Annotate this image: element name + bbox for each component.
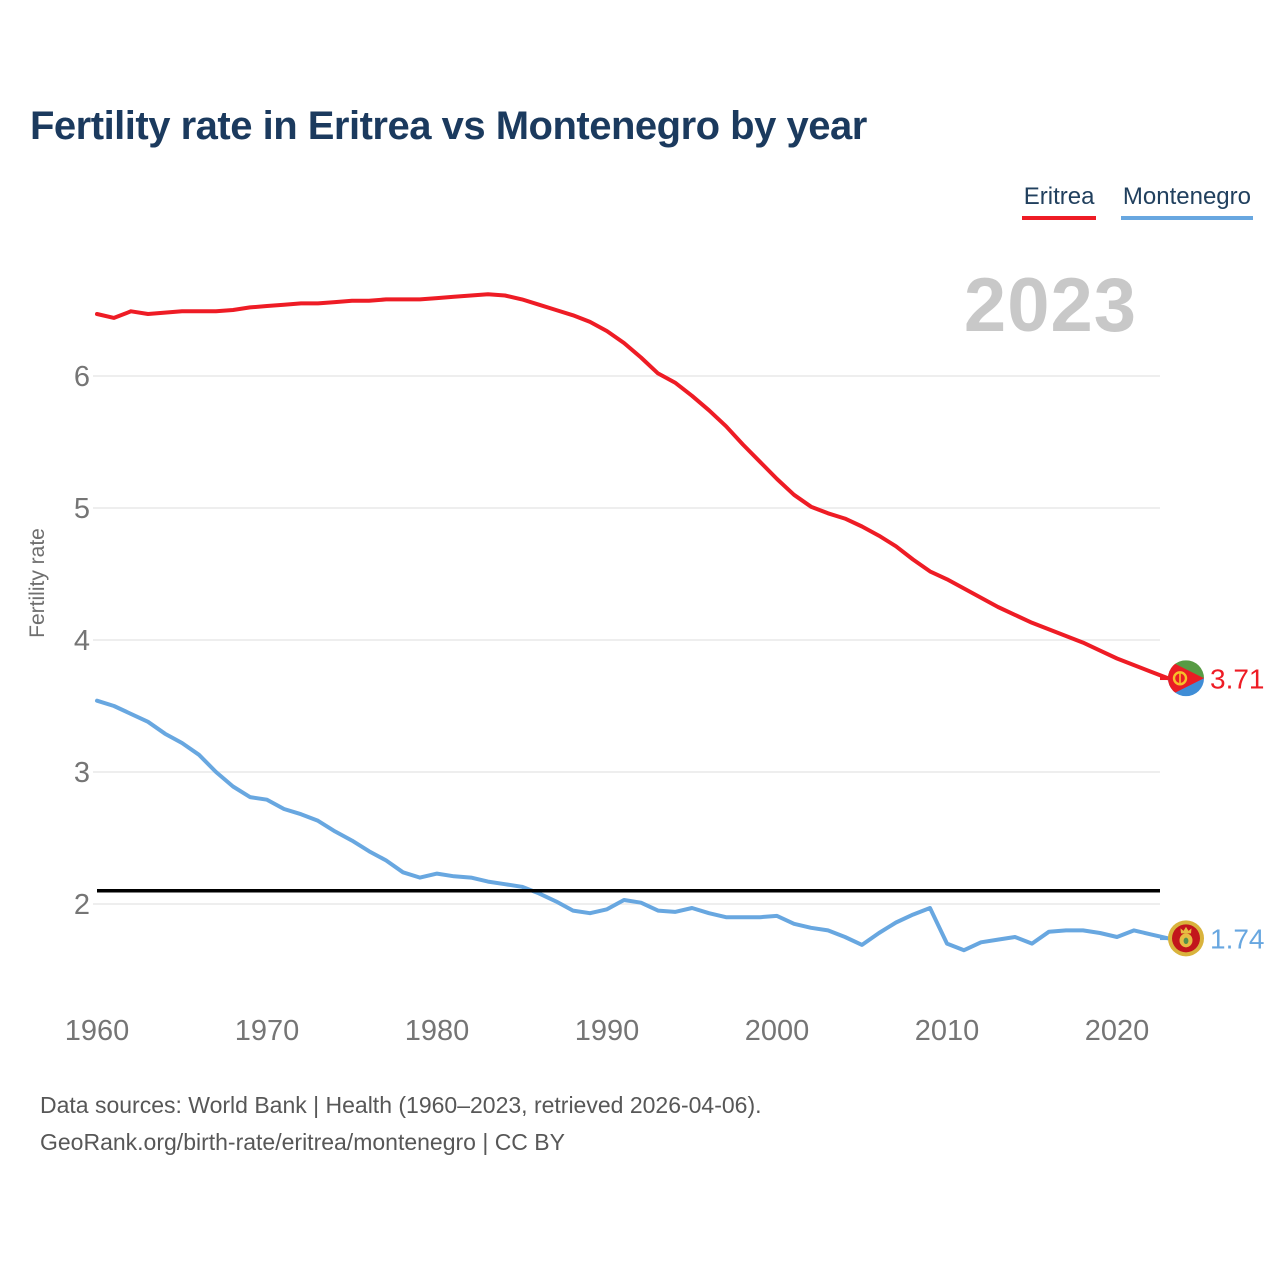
y-tick-label-5: 5 [74, 493, 90, 525]
y-axis-tick-labels: 2 3 4 5 6 [74, 361, 90, 921]
x-tick-label-2020: 2020 [1085, 1015, 1150, 1047]
legend-label-montenegro: Montenegro [1122, 183, 1251, 210]
source-line-2: GeoRank.org/birth-rate/eritrea/montenegr… [40, 1129, 565, 1155]
eritrea-line[interactable] [95, 292, 1170, 681]
x-tick-label-2000: 2000 [745, 1015, 810, 1047]
y-axis-title: Fertility rate [26, 528, 49, 638]
y-tick-label-2: 2 [74, 889, 90, 921]
end-markers: 3.71 1.74 [1160, 660, 1265, 957]
watermark-year: 2023 [963, 263, 1137, 348]
source-line-1: Data sources: World Bank | Health (1960–… [40, 1092, 762, 1118]
legend: Eritrea Montenegro [1002, 183, 1253, 220]
x-tick-label-2010: 2010 [915, 1015, 980, 1047]
y-tick-label-3: 3 [74, 757, 90, 789]
y-tick-label-4: 4 [74, 625, 90, 657]
x-tick-label-1990: 1990 [575, 1015, 640, 1047]
y-gridlines [93, 375, 1160, 905]
source-attribution: Data sources: World Bank | Health (1960–… [40, 1087, 762, 1161]
series-lines [95, 292, 1170, 953]
x-axis-tick-labels: 1960 1970 1980 1990 2000 2010 2020 [65, 1015, 1150, 1047]
chart-title: Fertility rate in Eritrea vs Montenegro … [30, 104, 867, 148]
legend-item-montenegro[interactable]: Montenegro [1120, 183, 1253, 220]
legend-label-eritrea: Eritrea [1023, 183, 1095, 210]
y-tick-label-6: 6 [74, 361, 90, 393]
eritrea-end-value: 3.71 [1210, 663, 1265, 694]
x-tick-label-1980: 1980 [405, 1015, 470, 1047]
x-tick-label-1960: 1960 [65, 1015, 130, 1047]
eritrea-flag-icon [1168, 660, 1204, 697]
montenegro-line[interactable] [95, 698, 1170, 953]
montenegro-end-value: 1.74 [1210, 923, 1265, 954]
legend-item-eritrea[interactable]: Eritrea [1021, 183, 1097, 220]
x-tick-label-1970: 1970 [235, 1015, 300, 1047]
montenegro-flag-icon [1168, 920, 1204, 957]
